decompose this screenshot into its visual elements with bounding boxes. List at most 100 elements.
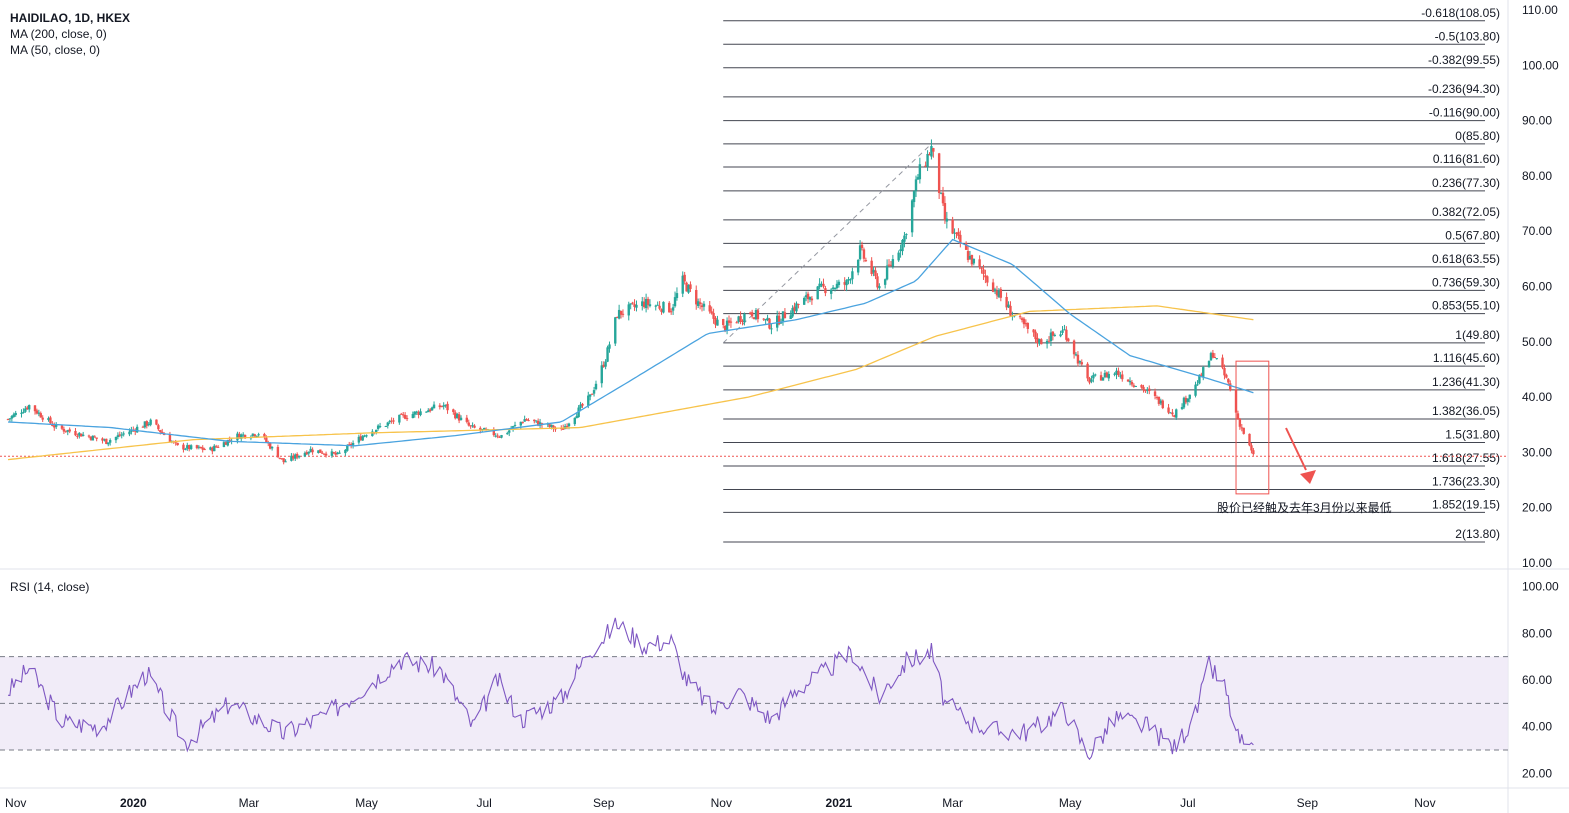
candle-body xyxy=(1146,389,1149,391)
candle xyxy=(64,430,68,433)
candle-body xyxy=(1225,374,1228,378)
candle xyxy=(696,298,700,309)
candle-body xyxy=(149,419,152,425)
candle xyxy=(473,424,476,429)
candle-body xyxy=(105,438,108,444)
candle-body xyxy=(1126,379,1130,382)
candle-body xyxy=(473,425,476,428)
candle-body xyxy=(282,458,285,463)
fib-level-label: 0.236(77.30) xyxy=(1432,176,1500,190)
rsi-tick-label: 60.00 xyxy=(1522,673,1552,687)
candle-body xyxy=(1103,372,1107,378)
candle-body xyxy=(403,415,407,419)
candle-body xyxy=(797,303,800,305)
candle xyxy=(575,413,578,419)
candle xyxy=(263,432,266,440)
candle xyxy=(951,216,954,235)
candle xyxy=(1134,385,1137,388)
candle xyxy=(849,278,852,284)
candle xyxy=(251,433,255,438)
price-tick-label: 40.00 xyxy=(1522,390,1552,404)
candle-body xyxy=(978,259,981,267)
ma50-legend: MA (50, close, 0) xyxy=(10,43,101,57)
candle-body xyxy=(660,309,663,312)
candle-body xyxy=(627,304,630,316)
candle-body xyxy=(425,411,428,413)
candle xyxy=(1105,371,1109,378)
candle xyxy=(47,416,50,422)
candle xyxy=(22,408,25,414)
candle xyxy=(386,421,389,429)
candle-body xyxy=(81,434,85,436)
candle xyxy=(883,278,887,289)
candle xyxy=(91,435,95,441)
candle xyxy=(432,401,436,409)
candle xyxy=(1022,317,1026,329)
candle xyxy=(284,459,287,463)
candle-body xyxy=(1063,329,1066,331)
candle xyxy=(1194,381,1197,398)
candle-body xyxy=(1088,378,1091,383)
candle xyxy=(1045,338,1049,349)
candle xyxy=(793,302,796,314)
candle-body xyxy=(648,304,652,307)
candle-body xyxy=(953,232,956,234)
fib-level-label: 0.116(81.60) xyxy=(1433,152,1500,166)
candle-body xyxy=(802,297,806,305)
candle xyxy=(797,303,800,309)
candle-body xyxy=(1173,415,1176,417)
candle xyxy=(1200,372,1203,377)
candle-body xyxy=(122,433,125,435)
candle xyxy=(590,393,594,395)
candle-body xyxy=(845,280,848,286)
candle-body xyxy=(548,424,551,428)
candle xyxy=(668,301,671,313)
candle xyxy=(103,438,106,442)
candle-body xyxy=(957,231,960,236)
candle xyxy=(39,411,42,418)
rsi-line xyxy=(7,617,1254,761)
candle-body xyxy=(789,315,792,320)
candle-body xyxy=(47,418,50,420)
candle-body xyxy=(1223,368,1226,376)
candle-body xyxy=(972,258,976,264)
candle-body xyxy=(120,434,123,436)
candle-body xyxy=(216,446,220,448)
candle xyxy=(1121,370,1124,382)
candle xyxy=(862,247,866,263)
candle xyxy=(440,405,443,408)
candle-body xyxy=(74,430,77,436)
fib-level-label: -0.116(90.00) xyxy=(1429,106,1500,120)
candle-body xyxy=(292,455,295,459)
candle xyxy=(930,139,933,160)
candle-body xyxy=(1038,339,1041,344)
candle xyxy=(683,271,686,285)
candle xyxy=(78,432,81,439)
candle-body xyxy=(887,264,891,266)
candle xyxy=(1113,372,1116,377)
candle-body xyxy=(68,429,71,432)
candle xyxy=(1059,330,1062,338)
candle xyxy=(282,458,285,465)
candle-body xyxy=(1101,377,1105,381)
candle xyxy=(700,302,704,312)
candle-body xyxy=(255,435,258,437)
candle-body xyxy=(1209,353,1213,361)
candle-body xyxy=(62,428,66,432)
candle-body xyxy=(749,312,752,314)
candle xyxy=(297,455,301,459)
candle-body xyxy=(818,283,821,288)
candle-body xyxy=(991,282,995,292)
candle xyxy=(1007,301,1010,308)
candle xyxy=(986,275,989,287)
candle xyxy=(1171,408,1174,417)
candle-body xyxy=(937,153,941,194)
candle-body xyxy=(1040,339,1043,345)
candle-body xyxy=(658,305,661,309)
price-tick-label: 110.00 xyxy=(1522,3,1558,17)
candle-body xyxy=(346,445,349,451)
candle xyxy=(361,434,364,441)
candle-body xyxy=(411,414,415,419)
candle xyxy=(648,299,652,308)
